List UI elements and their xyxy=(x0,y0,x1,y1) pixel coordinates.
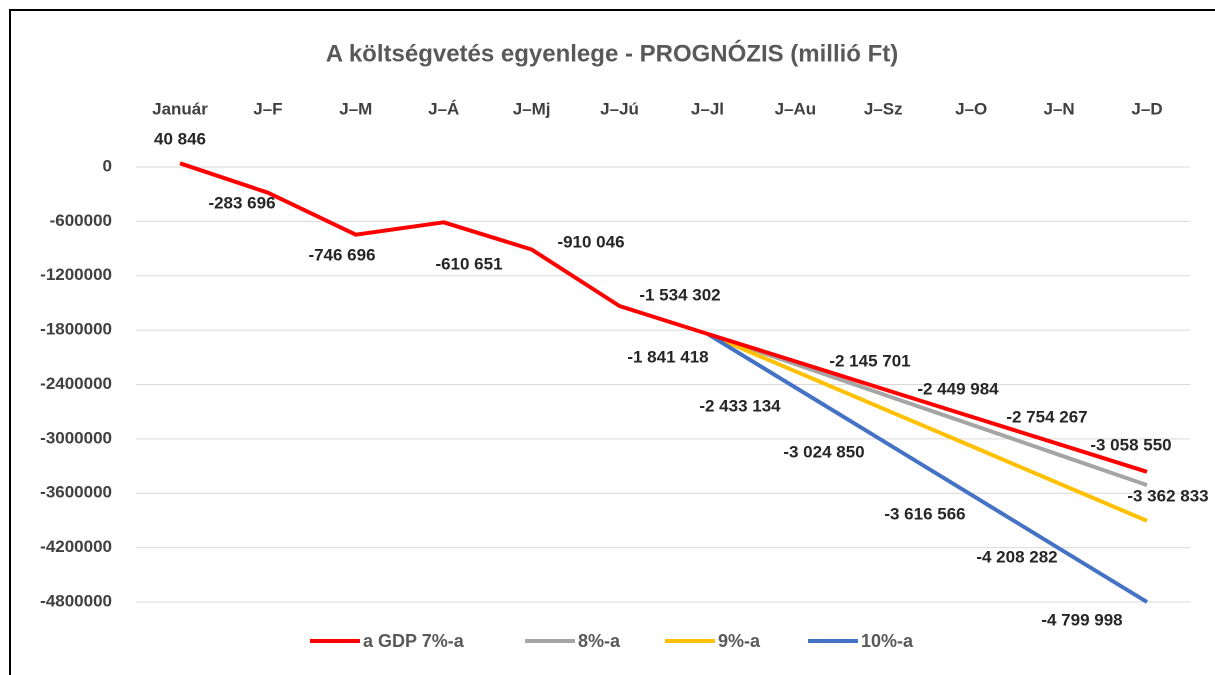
data-label: -3 362 833 xyxy=(1127,486,1208,505)
data-label: -1 841 418 xyxy=(627,347,708,366)
data-label: -283 696 xyxy=(208,193,275,212)
x-tick-label: J–N xyxy=(1043,99,1074,118)
y-tick-label: -3600000 xyxy=(40,483,112,502)
data-label: -2 754 267 xyxy=(1006,407,1087,426)
x-tick-label: J–D xyxy=(1131,99,1162,118)
series-line xyxy=(179,161,1148,474)
data-label: -2 449 984 xyxy=(917,379,999,398)
data-label: -746 696 xyxy=(308,245,375,264)
x-tick-label: J–M xyxy=(339,99,372,118)
x-tick-label: J–Sz xyxy=(864,99,903,118)
chart-title: A költségvetés egyenlege - PROGNÓZIS (mi… xyxy=(326,39,899,67)
legend-label: a GDP 7%-a xyxy=(363,631,465,651)
legend-label: 8%-a xyxy=(578,631,621,651)
data-label: -3 024 850 xyxy=(783,442,864,461)
y-tick-label: 0 xyxy=(103,156,112,175)
data-label: -610 651 xyxy=(435,254,502,273)
y-tick-label: -1800000 xyxy=(40,320,112,339)
x-tick-label: J–Au xyxy=(775,99,817,118)
frame xyxy=(9,9,1215,675)
data-label: -4 208 282 xyxy=(976,547,1057,566)
y-tick-label: -4800000 xyxy=(40,591,112,610)
y-tick-label: -1200000 xyxy=(40,265,112,284)
legend-label: 9%-a xyxy=(718,631,761,651)
data-label: -1 534 302 xyxy=(639,285,720,304)
series-line xyxy=(706,332,1149,604)
data-label: -3 616 566 xyxy=(884,504,965,523)
x-tick-label: J–F xyxy=(253,99,282,118)
data-label: -2 433 134 xyxy=(699,396,781,415)
x-tick-label: J–Jl xyxy=(691,99,724,118)
series-line xyxy=(706,332,1148,487)
series-line xyxy=(706,332,1148,523)
data-label: -3 058 550 xyxy=(1090,435,1171,454)
data-label: -2 145 701 xyxy=(829,351,910,370)
y-tick-label: -3000000 xyxy=(40,428,112,447)
y-tick-label: -4200000 xyxy=(40,537,112,556)
y-tick-label: -2400000 xyxy=(40,374,112,393)
x-tick-label: J–Jú xyxy=(600,99,639,118)
data-label: -4 799 998 xyxy=(1041,610,1122,629)
legend-label: 10%-a xyxy=(861,631,914,651)
data-label: -910 046 xyxy=(557,232,624,251)
x-tick-label: J–O xyxy=(955,99,987,118)
y-tick-label: -600000 xyxy=(50,211,112,230)
x-tick-label: J–Mj xyxy=(513,99,551,118)
data-label: 40 846 xyxy=(154,129,206,148)
x-tick-label: Január xyxy=(152,99,208,118)
x-tick-label: J–Á xyxy=(428,99,459,118)
